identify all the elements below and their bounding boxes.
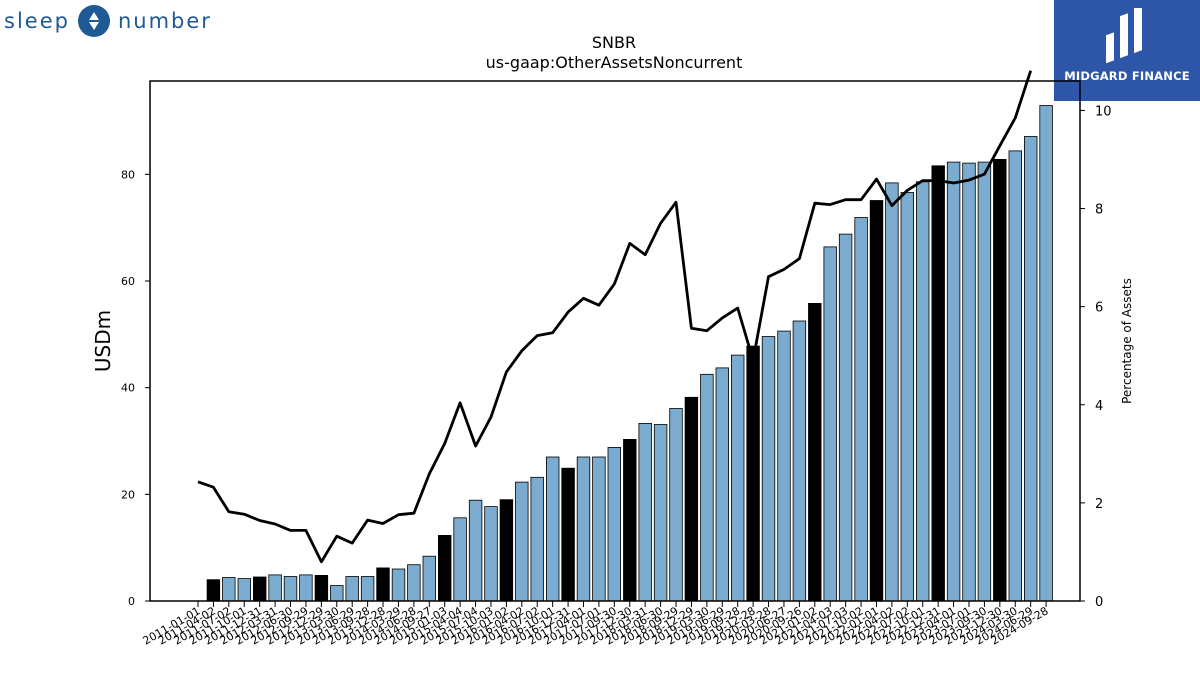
bar [1024, 136, 1038, 602]
bar [885, 182, 899, 602]
y2-tick-label: 2 [1095, 497, 1103, 512]
bar [561, 467, 575, 602]
bar [360, 576, 375, 602]
bar [222, 577, 236, 602]
sleep-number-circle-icon [77, 5, 110, 37]
bar [437, 535, 452, 602]
bar [592, 456, 606, 602]
bar-series [206, 105, 1053, 602]
bar [484, 506, 498, 602]
bar [314, 575, 329, 602]
bar [206, 579, 221, 602]
bar [299, 574, 313, 602]
bar [607, 446, 622, 602]
bar [623, 438, 637, 602]
bar [376, 567, 390, 602]
chart-title: SNBR [592, 33, 636, 52]
bar [407, 564, 421, 602]
bar [777, 330, 791, 602]
midgard-mark-icon [1106, 8, 1142, 64]
bar [808, 302, 822, 602]
bar [391, 568, 406, 602]
bar [669, 408, 683, 602]
bar [345, 576, 359, 602]
bar [792, 320, 807, 602]
bar [237, 578, 252, 602]
bar [653, 424, 668, 602]
bar [731, 354, 745, 602]
sleep-number-logo-text-2: number [117, 9, 212, 33]
bar [761, 336, 776, 602]
bar [468, 499, 483, 602]
bar [823, 246, 837, 602]
y-axis-left: 0 20 40 60 80 [121, 168, 150, 608]
y-tick-label: 20 [121, 488, 135, 501]
y2-axis-label: Percentage of Assets [1120, 278, 1134, 404]
y-tick-label: 40 [121, 382, 135, 395]
line-series [197, 70, 1033, 564]
bar [453, 517, 467, 602]
bar [931, 165, 945, 602]
bar [715, 367, 730, 602]
y-tick-label: 0 [128, 595, 135, 608]
bar [546, 456, 560, 602]
y-tick-label: 60 [121, 275, 135, 288]
bar [977, 161, 992, 602]
bar [422, 555, 437, 602]
y2-tick-label: 6 [1095, 301, 1103, 316]
bar [700, 373, 714, 602]
y-tick-label: 80 [121, 168, 135, 181]
sleep-number-logo-text-1: sleep [4, 9, 70, 33]
bar [962, 162, 976, 602]
bar [252, 576, 267, 602]
midgard-finance-name: MIDGARD FINANCE [1064, 69, 1190, 83]
bar [746, 345, 760, 602]
bar [900, 192, 915, 602]
midgard-finance-logo: MIDGARD FINANCE [1054, 0, 1200, 101]
bar [946, 161, 961, 602]
bar [993, 158, 1007, 602]
bar [638, 422, 652, 602]
bar [576, 456, 591, 602]
bar [854, 217, 868, 602]
bar [916, 181, 930, 602]
percentage-line [197, 70, 1033, 564]
bar [684, 396, 699, 602]
bar [838, 233, 853, 602]
bar [283, 576, 298, 602]
y2-tick-label: 4 [1095, 399, 1103, 414]
y2-tick-label: 8 [1095, 203, 1103, 218]
sleep-number-logo: sleep number [4, 4, 212, 38]
y2-tick-label: 10 [1095, 104, 1112, 119]
y2-tick-label: 0 [1095, 595, 1103, 610]
bar [515, 481, 529, 602]
chart-subtitle: us-gaap:OtherAssetsNoncurrent [486, 53, 743, 72]
bar [330, 585, 344, 602]
bar [1039, 105, 1053, 602]
plot-frame [149, 80, 1081, 602]
bar [1008, 150, 1023, 602]
y-axis-right: 0 2 4 6 8 10 [1080, 104, 1112, 610]
bar [268, 574, 282, 602]
bar [499, 499, 514, 602]
bar [869, 200, 884, 602]
y-axis-label: USDm [91, 310, 115, 372]
bar [530, 476, 544, 602]
x-axis: 2011-01-012011-04-022011-07-022011-10-01… [141, 601, 1051, 648]
